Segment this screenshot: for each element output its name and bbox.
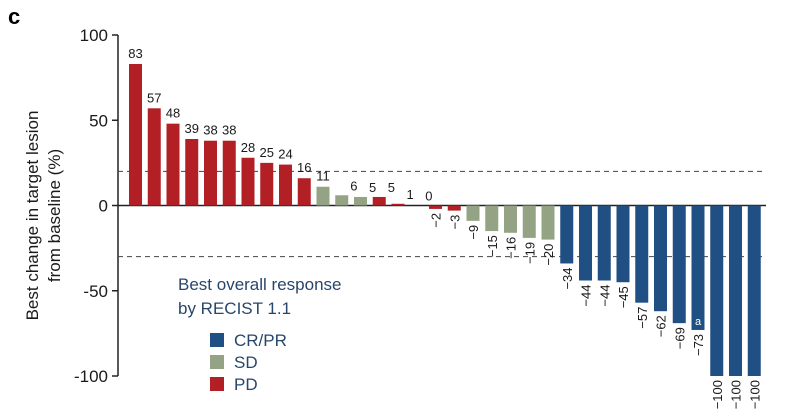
y-axis-label: Best change in target lesion from baselin… [23, 111, 64, 321]
bar [241, 157, 255, 206]
bar-value-label: 6 [350, 178, 357, 193]
y-tick-label: -50 [83, 282, 108, 301]
y-tick-label: 0 [99, 197, 108, 216]
bar [654, 205, 667, 312]
bars [129, 63, 761, 376]
bar-value-label: −44 [579, 285, 594, 307]
bar-value-label: 38 [222, 123, 236, 138]
bar [691, 205, 705, 330]
bar [354, 196, 367, 206]
bar-value-label: −45 [616, 286, 631, 308]
bar [222, 140, 236, 206]
bar-value-label: −15 [485, 235, 500, 257]
bar [466, 205, 480, 221]
bar [429, 205, 442, 209]
legend-entry-label: CR/PR [234, 331, 287, 350]
bar-value-label: −34 [560, 267, 575, 289]
bar [297, 178, 311, 206]
bar-value-label: 48 [166, 106, 180, 121]
bar-annotation: a [695, 316, 702, 328]
bar [672, 205, 686, 324]
bar [279, 164, 292, 206]
bar [747, 205, 761, 376]
legend-swatch [210, 333, 224, 347]
bar [129, 63, 142, 206]
bar [729, 205, 742, 376]
bar [391, 203, 405, 206]
bar-value-label: −9 [466, 225, 481, 240]
bar [522, 205, 536, 238]
panel-label: c [8, 4, 21, 29]
legend-swatch [210, 355, 224, 369]
y-tick-label: -100 [74, 367, 108, 386]
legend: Best overall response by RECIST 1.1 CR/PR S… [178, 275, 341, 394]
y-tick-label: 100 [80, 26, 108, 45]
legend-entry-label: PD [234, 375, 258, 394]
bar [185, 139, 199, 206]
bar-value-label: −20 [541, 244, 556, 266]
bar-value-label: 57 [147, 90, 161, 105]
y-axis-title: Best change in target lesion from baselin… [23, 111, 64, 321]
bar [504, 205, 517, 233]
bar-value-label: 83 [128, 46, 142, 61]
bar-value-label: −57 [635, 307, 650, 329]
bar-value-label: 38 [203, 123, 217, 138]
bar-value-label: −100 [710, 380, 725, 409]
bar-value-label: −62 [654, 315, 669, 337]
bar-value-label: −69 [672, 327, 687, 349]
bar [635, 205, 649, 303]
bar-value-label: 1 [407, 187, 414, 202]
bar [541, 205, 555, 240]
bar [579, 205, 592, 281]
bar [447, 205, 461, 211]
bar [147, 108, 161, 206]
bar-value-label: −100 [747, 380, 762, 409]
bar [710, 205, 724, 376]
bar [166, 123, 180, 206]
y-axis-title-line: Best change in target lesion [23, 111, 42, 321]
bar-value-label: 28 [241, 140, 255, 155]
bar-value-label: 24 [278, 147, 292, 162]
bar-value-label: 16 [297, 160, 311, 175]
bar [485, 205, 499, 232]
bar-value-label: −2 [429, 213, 444, 228]
bar [560, 205, 574, 264]
bar-value-label: −44 [597, 285, 612, 307]
bar-value-label: −19 [522, 242, 537, 264]
bar-value-label: 5 [369, 180, 376, 195]
bar [260, 162, 274, 206]
bar-value-label: 5 [388, 180, 395, 195]
bar-value-label: 25 [260, 145, 274, 160]
bar-value-label: 39 [185, 121, 199, 136]
bar-value-label: −73 [691, 334, 706, 356]
bar-value-label: −3 [447, 215, 462, 230]
bar-value-label: −16 [504, 237, 519, 259]
y-tick-label: 50 [89, 111, 108, 130]
bar-value-label: 0 [425, 189, 432, 204]
bar [316, 186, 330, 206]
legend-entry-label: SD [234, 353, 258, 372]
bar-value-label: 11 [316, 169, 330, 184]
bar [597, 205, 611, 281]
bar [372, 196, 386, 206]
legend-title-line: by RECIST 1.1 [178, 299, 291, 318]
bar-value-label: −100 [729, 380, 744, 409]
legend-swatch [210, 377, 224, 391]
bar [616, 205, 630, 283]
bar [335, 195, 349, 206]
bar [204, 140, 217, 206]
y-axis-title-line: from baseline (%) [45, 149, 64, 282]
legend-title-line: Best overall response [178, 275, 341, 294]
